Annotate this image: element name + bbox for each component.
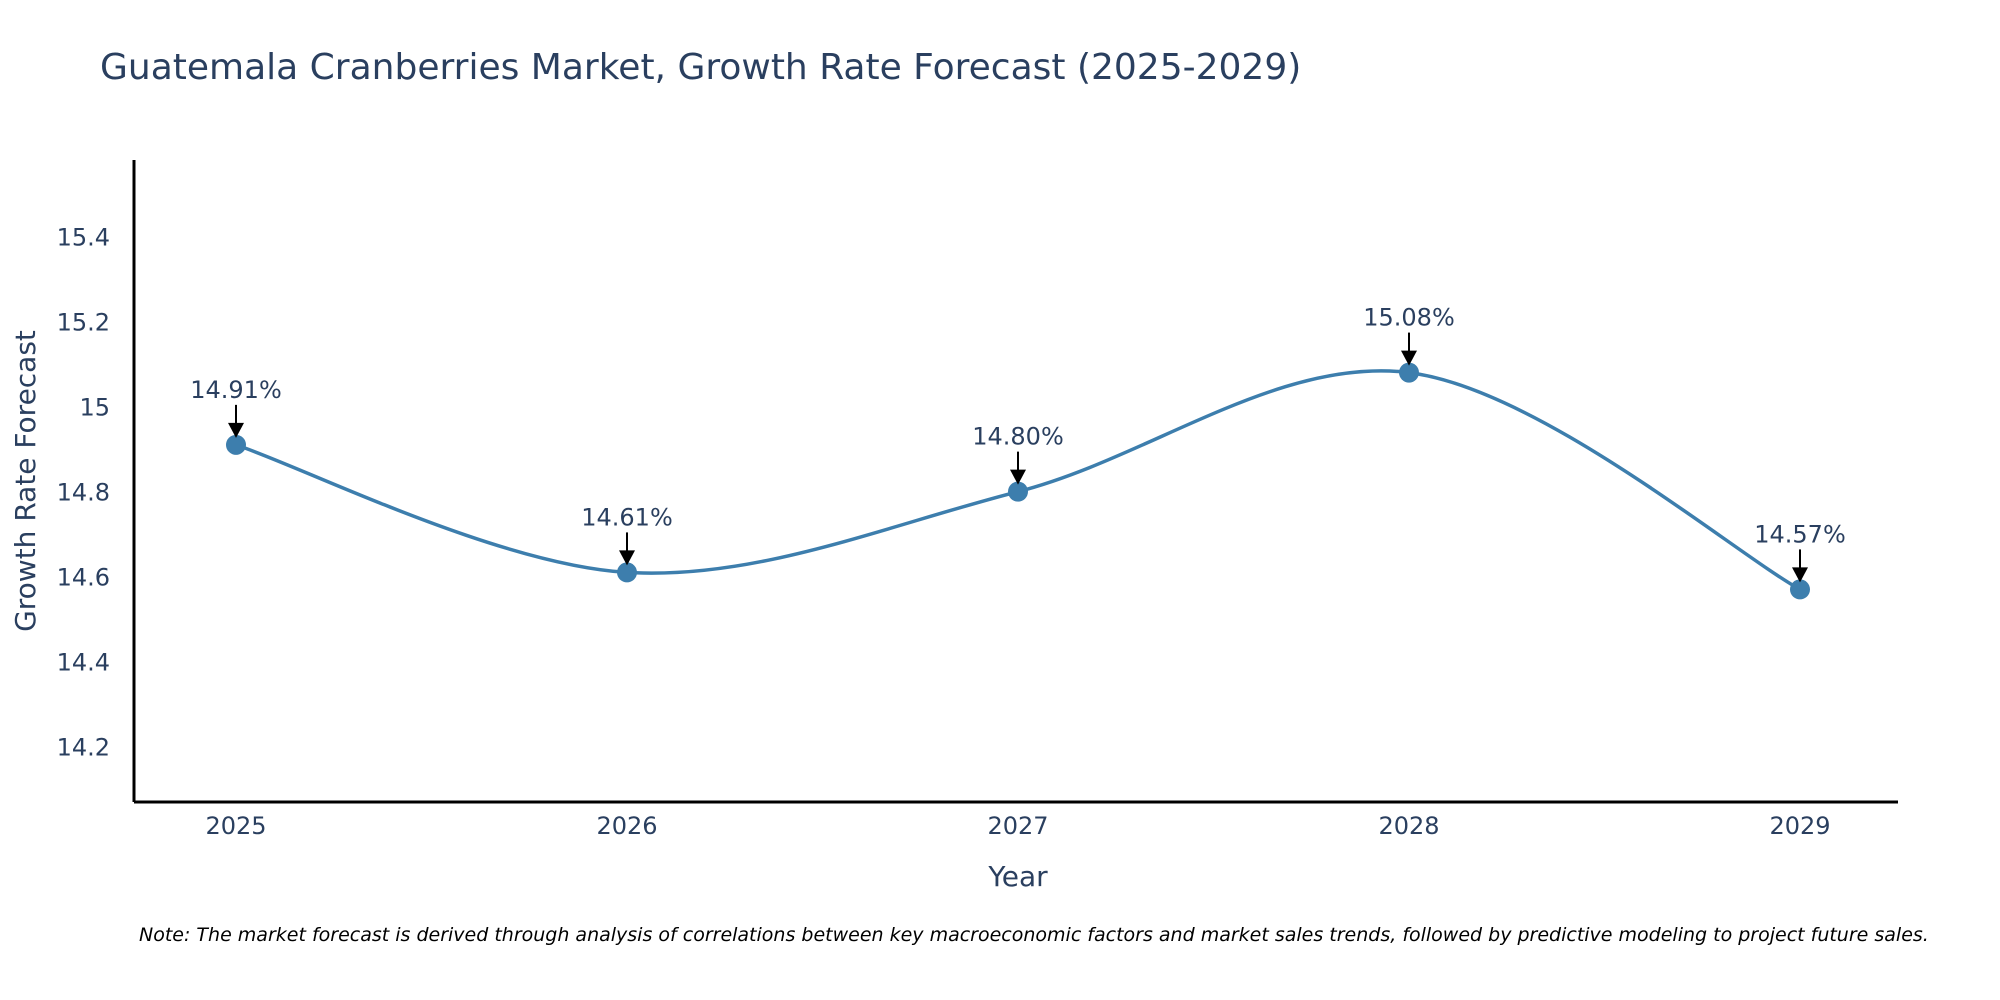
x-axis-title: Year [987, 860, 1048, 893]
x-tick-label: 2025 [205, 812, 266, 840]
data-label: 14.61% [581, 503, 673, 531]
data-label: 14.80% [972, 423, 1064, 451]
data-label: 14.57% [1754, 520, 1846, 548]
annotation-arrow-head [1401, 350, 1417, 366]
y-tick-label: 15.4 [57, 224, 110, 252]
data-label: 15.08% [1363, 304, 1455, 332]
x-tick-label: 2028 [1378, 812, 1439, 840]
y-tick-label: 15.2 [57, 309, 110, 337]
data-point [617, 562, 637, 583]
x-tick-label: 2027 [987, 812, 1048, 840]
data-point [1008, 481, 1028, 502]
y-tick-label: 14.4 [57, 649, 110, 677]
y-axis-title: Growth Rate Forecast [9, 330, 42, 632]
x-tick-label: 2029 [1769, 812, 1830, 840]
annotation-arrow-head [1010, 469, 1026, 485]
y-tick-label: 15 [79, 394, 110, 422]
annotation-arrow-head [228, 422, 244, 438]
data-annotations: 14.91% 14.61% 14.80% 15.08% 14.57% [190, 304, 1846, 583]
annotation-arrow-head [619, 550, 635, 566]
annotation-arrow-head [1792, 567, 1808, 583]
data-point [226, 434, 246, 455]
chart-note: Note: The market forecast is derived thr… [139, 924, 1929, 946]
data-point [1790, 579, 1810, 600]
y-tick-label: 14.8 [57, 479, 110, 507]
x-axis-ticks: 2025 2026 2027 2028 2029 [205, 812, 1830, 840]
chart-title: Guatemala Cranberries Market, Growth Rat… [100, 47, 1301, 88]
data-label: 14.91% [190, 376, 282, 404]
data-markers [226, 362, 1810, 600]
data-point [1399, 362, 1419, 383]
y-axis-ticks: 14.2 14.4 14.6 14.8 15 15.2 15.4 [57, 224, 110, 762]
y-tick-label: 14.2 [57, 734, 110, 762]
y-tick-label: 14.6 [57, 564, 110, 592]
x-tick-label: 2026 [596, 812, 657, 840]
